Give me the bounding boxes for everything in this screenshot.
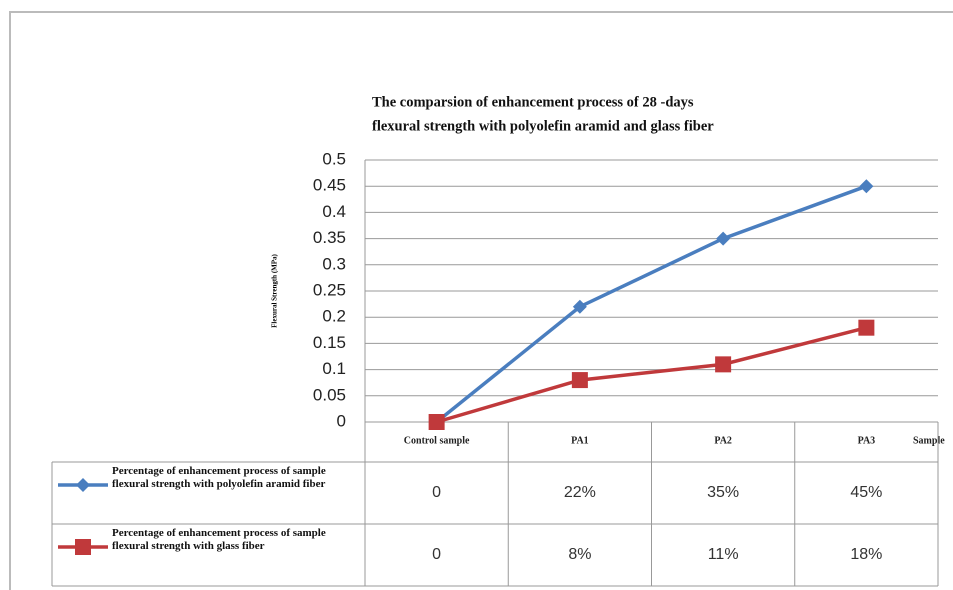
- table-value: 35%: [707, 484, 739, 501]
- marker: [572, 299, 587, 314]
- legend-marker: [76, 478, 90, 492]
- y-tick-label: 0.1: [322, 359, 346, 378]
- y-tick-label: 0.45: [313, 176, 346, 195]
- frame: [9, 11, 953, 590]
- y-tick-label: 0.35: [313, 228, 346, 247]
- marker: [428, 414, 445, 430]
- legend-box: Percentage of enhancement process of sam…: [112, 527, 326, 552]
- y-tick-label: 0.5: [322, 149, 346, 168]
- x-tick-label: PA3: [858, 435, 876, 446]
- series-line: [435, 184, 867, 424]
- y-tick-label: 0.15: [313, 333, 346, 352]
- y-tick-label: 0.05: [313, 385, 346, 404]
- marker: [859, 179, 874, 194]
- y-tick-label: 0: [337, 411, 346, 430]
- table-value: 18%: [850, 546, 882, 563]
- chart-title: flexural strength with polyolefin aramid…: [372, 118, 714, 134]
- marker: [715, 356, 732, 373]
- y-axis-label: Flexural Strength (MPa): [271, 253, 279, 327]
- legend-marker: [75, 539, 91, 555]
- x-axis-label: Sample: [913, 435, 945, 446]
- y-tick-label: 0.3: [322, 254, 346, 273]
- marker: [571, 372, 588, 389]
- y-tick-label: 0.2: [322, 307, 346, 326]
- x-tick-label: PA2: [714, 435, 732, 446]
- legend-box: Percentage of enhancement process of sam…: [112, 465, 326, 490]
- table-value: 0: [432, 484, 441, 501]
- marker: [716, 231, 731, 246]
- table-value: 8%: [568, 546, 591, 563]
- chart-title: The comparsion of enhancement process of…: [372, 94, 694, 110]
- series-line: [436, 325, 867, 424]
- table-value: 11%: [708, 546, 739, 563]
- y-tick-label: 0.4: [322, 202, 346, 221]
- table-value: 22%: [564, 484, 596, 501]
- x-tick-label: Control sample: [404, 435, 470, 446]
- marker: [858, 319, 875, 336]
- y-tick-label: 0.25: [313, 280, 346, 299]
- legend-label: Percentage of enhancement process of sam…: [112, 465, 326, 490]
- x-tick-label: PA1: [571, 435, 589, 446]
- legend-label: Percentage of enhancement process of sam…: [112, 527, 326, 552]
- table-value: 45%: [850, 484, 882, 501]
- table-value: 0: [432, 546, 441, 563]
